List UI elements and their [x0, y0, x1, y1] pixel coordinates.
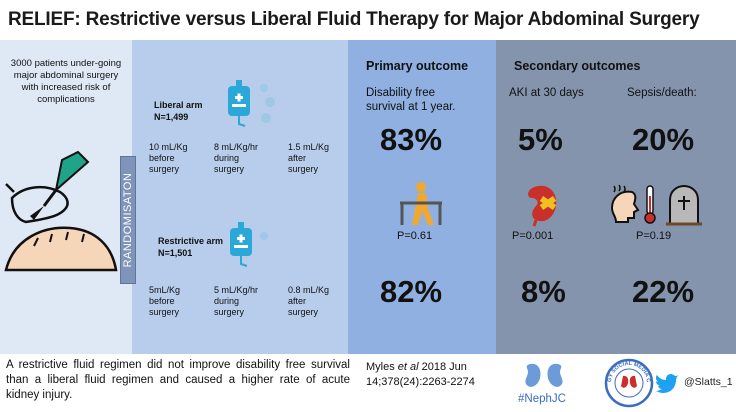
restrictive-dose-after: 0.8 mL/Kg after surgery	[288, 285, 348, 318]
thermometer-icon	[644, 185, 656, 224]
aki-label: AKI at 30 days	[509, 87, 584, 99]
citation: Myles et al 2018 Jun 14;378(24):2263-227…	[366, 360, 516, 390]
dose-timing: surgery	[288, 307, 319, 317]
primary-outcome-heading: Primary outcome	[366, 59, 469, 73]
liberal-dose-after: 1.5 mL/Kg after surgery	[288, 142, 348, 175]
twitter-bird-icon[interactable]	[656, 374, 680, 394]
dose-timing: surgery	[149, 307, 180, 317]
dose-timing: before	[149, 296, 175, 306]
randomisation-label: RANDOMISATON	[122, 172, 134, 268]
iv-bag-icon	[228, 80, 275, 127]
liberal-arm-name: Liberal arm	[154, 100, 203, 110]
dose-timing: surgery	[214, 164, 245, 174]
conclusion-text: A restrictive fluid regimen did not impr…	[6, 359, 350, 401]
dose-amount: 8 mL/Kg/hr	[214, 142, 259, 152]
primary-liberal-value: 83%	[380, 122, 443, 157]
randomisation-box	[120, 156, 136, 284]
liberal-dose-during: 8 mL/Kg/hr during surgery	[214, 142, 274, 175]
nephjc-hashtag[interactable]: #NephJC	[518, 393, 566, 405]
nephrology-collective-badge-icon: NEPHROLOGY SOCIAL MEDIA COLLECTIVE	[602, 354, 654, 408]
dose-timing: surgery	[288, 164, 319, 174]
nephjc-logo-icon	[525, 363, 563, 387]
dose-timing: before	[149, 153, 175, 163]
restrictive-arm-name: Restrictive arm	[158, 236, 224, 246]
dose-timing: after	[288, 153, 307, 163]
primary-p-value: P=0.61	[397, 230, 433, 242]
aki-restrictive-value: 8%	[521, 274, 566, 309]
sepsis-restrictive-value: 22%	[632, 274, 695, 309]
iv-bag-small-icon	[230, 222, 268, 267]
primary-label-line: survival at 1 year.	[366, 101, 456, 113]
twitter-handle[interactable]: @Slatts_1	[684, 376, 733, 388]
secondary-outcomes-heading: Secondary outcomes	[514, 59, 641, 73]
dose-timing: during	[214, 296, 240, 306]
primary-outcome-label: Disability free survival at 1 year.	[366, 86, 455, 114]
fever-head-icon	[610, 184, 640, 223]
dose-timing: surgery	[214, 307, 245, 317]
restrictive-dose-during: 5 mL/Kg/hr during surgery	[214, 285, 274, 318]
liberal-dose-before: 10 mL/Kg before surgery	[149, 142, 209, 175]
citation-rest: 2018 Jun 14;378(24):2263-2274	[366, 361, 475, 388]
sepsis-liberal-value: 20%	[632, 122, 695, 157]
surgeon-hand-icon	[4, 150, 118, 272]
kidney-icon	[528, 185, 557, 227]
aki-p-value: P=0.001	[512, 230, 554, 242]
dose-timing: after	[288, 296, 307, 306]
citation-etal: et al	[397, 361, 419, 373]
dose-timing: surgery	[149, 164, 180, 174]
title-bar: RELIEF: Restrictive versus Liberal Fluid…	[0, 0, 736, 40]
person-walker-icon	[400, 182, 442, 225]
sepsis-p-value: P=0.19	[636, 230, 672, 242]
liberal-arm-n: N=1,499	[154, 112, 189, 122]
citation-author: Myles	[366, 361, 398, 373]
aki-liberal-value: 5%	[518, 122, 563, 157]
dose-amount: 5mL/Kg	[149, 285, 181, 295]
restrictive-arm-n: N=1,501	[158, 248, 193, 258]
intro-text: 3000 patients under-going major abdomina…	[10, 58, 122, 105]
restrictive-dose-before: 5mL/Kg before surgery	[149, 285, 209, 318]
primary-restrictive-value: 82%	[380, 274, 443, 309]
dose-amount: 10 mL/Kg	[149, 142, 188, 152]
dose-timing: during	[214, 153, 240, 163]
tombstone-icon	[666, 184, 702, 226]
sepsis-label: Sepsis/death:	[627, 87, 697, 99]
primary-label-line: Disability free	[366, 87, 436, 99]
dose-amount: 5 mL/Kg/hr	[214, 285, 259, 295]
page-title: RELIEF: Restrictive versus Liberal Fluid…	[8, 9, 700, 30]
dose-amount: 0.8 mL/Kg	[288, 285, 330, 295]
dose-amount: 1.5 mL/Kg	[288, 142, 330, 152]
